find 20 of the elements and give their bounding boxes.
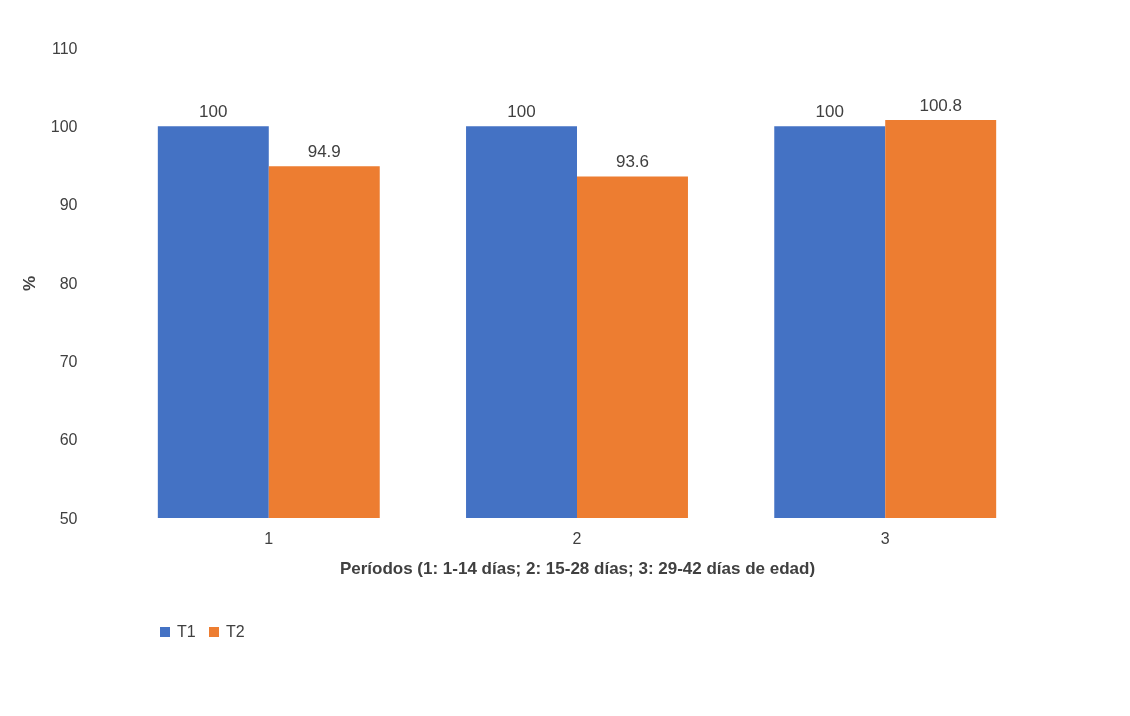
data-label: 100	[199, 102, 228, 122]
y-tick-label: 110	[51, 39, 78, 57]
y-tick-label: 90	[59, 196, 78, 214]
x-tick-label: 1	[264, 529, 274, 547]
data-label: 100.8	[919, 96, 962, 116]
y-tick-label: 60	[59, 431, 78, 449]
data-label: 100	[507, 102, 536, 122]
y-tick-label: 70	[59, 352, 78, 370]
x-tick-label: 3	[880, 529, 890, 547]
legend-label: T1	[177, 623, 196, 640]
legend-label: T2	[226, 623, 245, 640]
data-label: 100	[815, 102, 844, 122]
y-tick-label: 80	[59, 274, 78, 292]
y-tick-label: 50	[59, 509, 78, 527]
data-label: 94.9	[307, 142, 341, 162]
y-axis-title: %	[19, 275, 39, 292]
data-label: 93.6	[615, 152, 650, 172]
x-axis-title: Períodos (1: 1-14 días; 2: 15-28 días; 3: 29-42 días de edad)	[339, 558, 816, 578]
x-tick-label: 2	[572, 529, 582, 547]
y-tick-label: 100	[50, 117, 78, 135]
